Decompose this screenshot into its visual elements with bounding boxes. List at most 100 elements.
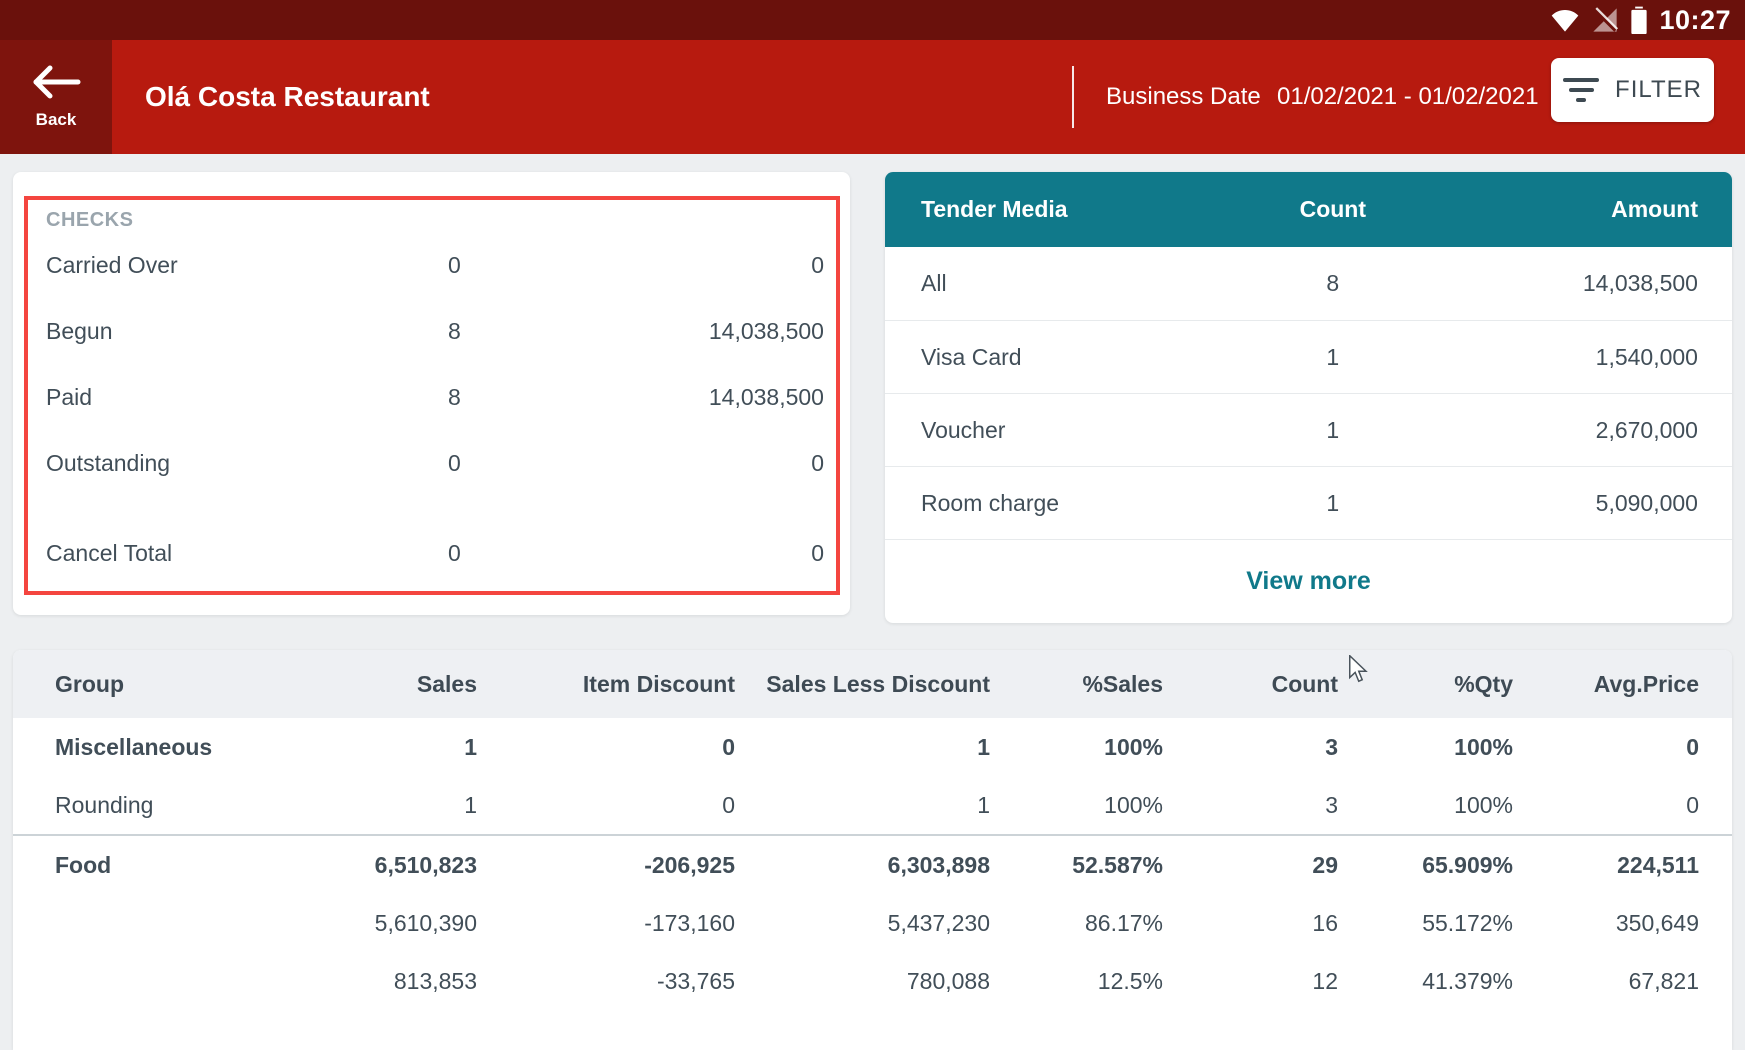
- checks-row-label: Carried Over: [46, 252, 373, 279]
- back-button[interactable]: Back: [0, 40, 112, 154]
- filter-button-label: FILTER: [1615, 76, 1702, 104]
- cell-pct-sales: 52.587%: [990, 852, 1163, 879]
- cell-group: Rounding: [13, 792, 243, 819]
- business-date-range[interactable]: 01/02/2021 - 01/02/2021: [1277, 40, 1539, 154]
- checks-row-label: Cancel Total: [46, 540, 373, 567]
- tender-row-count: 1: [1247, 417, 1418, 444]
- checks-row-label: Paid: [46, 384, 373, 411]
- cell-pct-sales: 100%: [990, 734, 1163, 761]
- clock-time: 10:27: [1659, 5, 1731, 36]
- col-header-item-discount: Item Discount: [477, 671, 735, 698]
- sales-row-miscellaneous: Miscellaneous 1 0 1 100% 3 100% 0: [13, 718, 1732, 776]
- tender-row-room-charge: Room charge 1 5,090,000: [885, 466, 1732, 539]
- cell-pct-sales: 100%: [990, 792, 1163, 819]
- cell-pct-qty: 100%: [1338, 792, 1513, 819]
- cell-avg-price: 0: [1513, 792, 1699, 819]
- filter-button[interactable]: FILTER: [1551, 58, 1714, 122]
- cell-count: 29: [1163, 852, 1338, 879]
- sales-row-food-sub-1: 5,610,390 -173,160 5,437,230 86.17% 16 5…: [13, 894, 1732, 952]
- checks-row-amount: 0: [536, 540, 824, 567]
- tender-row-media: Room charge: [921, 490, 1247, 517]
- tender-row-count: 1: [1247, 490, 1418, 517]
- cell-pct-qty: 41.379%: [1338, 968, 1513, 995]
- cell-item-discount: -206,925: [477, 852, 735, 879]
- cell-avg-price: 67,821: [1513, 968, 1699, 995]
- cell-sales-less-discount: 5,437,230: [735, 910, 990, 937]
- cell-sales-less-discount: 6,303,898: [735, 852, 990, 879]
- cell-sales-less-discount: 1: [735, 792, 990, 819]
- checks-row-label: Begun: [46, 318, 373, 345]
- back-label: Back: [36, 110, 77, 130]
- tender-row-count: 1: [1247, 344, 1418, 371]
- cell-pct-sales: 12.5%: [990, 968, 1163, 995]
- mouse-cursor: [1345, 655, 1371, 690]
- tender-header-count: Count: [1247, 196, 1418, 223]
- tender-row-voucher: Voucher 1 2,670,000: [885, 393, 1732, 466]
- app-header: Back Olá Costa Restaurant Business Date …: [0, 40, 1745, 154]
- checks-section-title: CHECKS: [46, 208, 824, 232]
- col-header-sales: Sales: [243, 671, 477, 698]
- wifi-icon: [1551, 7, 1579, 33]
- checks-row-cancel-total: Cancel Total 0 0: [46, 520, 824, 586]
- tender-media-card: Tender Media Count Amount All 8 14,038,5…: [885, 172, 1732, 623]
- tender-row-media: All: [921, 270, 1247, 297]
- cell-item-discount: -173,160: [477, 910, 735, 937]
- tender-row-all: All 8 14,038,500: [885, 247, 1732, 320]
- cell-group: Food: [13, 852, 243, 879]
- cell-count: 3: [1163, 792, 1338, 819]
- checks-row-amount: 14,038,500: [536, 318, 824, 345]
- checks-row-amount: 0: [536, 252, 824, 279]
- checks-row-paid: Paid 8 14,038,500: [46, 364, 824, 430]
- checks-row-count: 0: [373, 540, 536, 567]
- cell-sales-less-discount: 780,088: [735, 968, 990, 995]
- header-divider: [1072, 66, 1074, 128]
- sales-table-header: Group Sales Item Discount Sales Less Dis…: [13, 650, 1732, 718]
- annotation-highlight: CHECKS Carried Over 0 0 Begun 8 14,038,5…: [24, 196, 840, 595]
- tender-row-amount: 1,540,000: [1418, 344, 1698, 371]
- battery-icon: [1631, 6, 1647, 34]
- checks-row-carried-over: Carried Over 0 0: [46, 232, 824, 298]
- col-header-pct-sales: %Sales: [990, 671, 1163, 698]
- cell-item-discount: 0: [477, 734, 735, 761]
- col-header-sales-less-discount: Sales Less Discount: [735, 671, 990, 698]
- checks-row-begun: Begun 8 14,038,500: [46, 298, 824, 364]
- cell-sales: 813,853: [243, 968, 477, 995]
- cell-count: 16: [1163, 910, 1338, 937]
- sales-group-table: Group Sales Item Discount Sales Less Dis…: [13, 650, 1732, 1050]
- tender-row-count: 8: [1247, 270, 1418, 297]
- cell-avg-price: 350,649: [1513, 910, 1699, 937]
- checks-row-count: 0: [373, 450, 536, 477]
- view-more-row: View more: [885, 539, 1732, 623]
- tender-row-media: Voucher: [921, 417, 1247, 444]
- business-date-label: Business Date: [1106, 40, 1261, 154]
- col-header-avg-price: Avg.Price: [1513, 671, 1699, 698]
- tender-row-amount: 5,090,000: [1418, 490, 1698, 517]
- cell-count: 3: [1163, 734, 1338, 761]
- col-header-count: Count: [1163, 671, 1338, 698]
- cell-sales: 1: [243, 792, 477, 819]
- checks-row-count: 0: [373, 252, 536, 279]
- checks-row-outstanding: Outstanding 0 0: [46, 430, 824, 496]
- cell-avg-price: 224,511: [1513, 852, 1699, 879]
- checks-row-count: 8: [373, 384, 536, 411]
- view-more-link[interactable]: View more: [1246, 567, 1371, 596]
- tender-row-visa-card: Visa Card 1 1,540,000: [885, 320, 1732, 393]
- status-bar: 10:27: [0, 0, 1745, 40]
- tender-row-media: Visa Card: [921, 344, 1247, 371]
- cell-item-discount: -33,765: [477, 968, 735, 995]
- sales-row-rounding: Rounding 1 0 1 100% 3 100% 0: [13, 776, 1732, 834]
- cell-avg-price: 0: [1513, 734, 1699, 761]
- cell-pct-qty: 55.172%: [1338, 910, 1513, 937]
- filter-icon: [1563, 78, 1599, 102]
- page-title: Olá Costa Restaurant: [145, 40, 430, 154]
- checks-row-amount: 0: [536, 450, 824, 477]
- cell-sales: 1: [243, 734, 477, 761]
- checks-card: CHECKS Carried Over 0 0 Begun 8 14,038,5…: [13, 172, 850, 615]
- cell-pct-qty: 65.909%: [1338, 852, 1513, 879]
- cell-item-discount: 0: [477, 792, 735, 819]
- no-signal-icon: [1591, 7, 1619, 33]
- tender-row-amount: 2,670,000: [1418, 417, 1698, 444]
- checks-row-label: Outstanding: [46, 450, 373, 477]
- sales-row-food: Food 6,510,823 -206,925 6,303,898 52.587…: [13, 836, 1732, 894]
- cell-group: Miscellaneous: [13, 734, 243, 761]
